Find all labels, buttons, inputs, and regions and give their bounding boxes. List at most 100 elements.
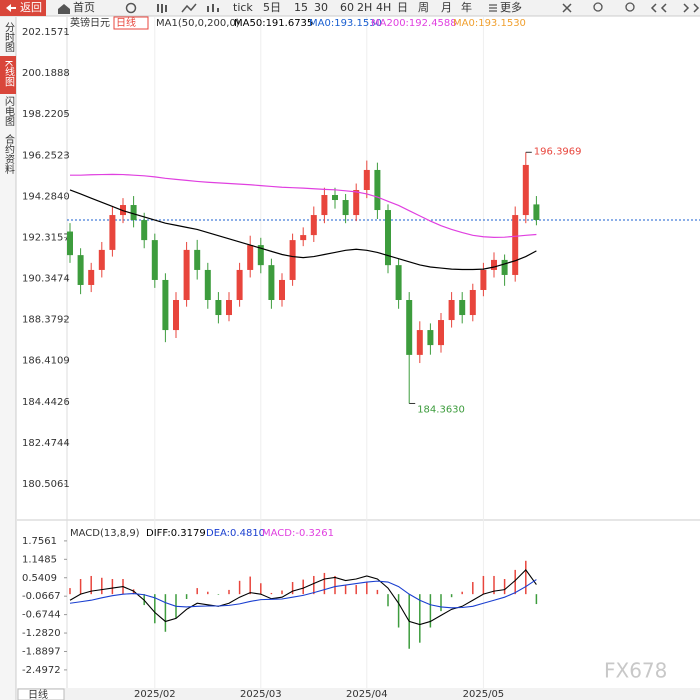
candle-body [300,235,307,241]
legend-label: 英镑日元 [70,16,110,29]
y-tick-label: 196.2523 [22,150,70,161]
y-tick-label: 184.4426 [22,397,70,408]
period-15[interactable]: 15 [294,1,308,14]
candle-body [162,279,169,331]
y-tick-label: 188.3792 [22,315,70,326]
candle-body [194,249,201,270]
extreme-label: 184.3630 [417,404,465,415]
back-label[interactable]: 返回 [20,1,42,14]
legend-label: MA200:192.4588 [371,18,457,29]
candle-body [279,279,285,301]
sidebar-tab[interactable]: 闪电图 [3,95,15,127]
candle-body [427,330,434,346]
right-icon[interactable] [683,3,700,13]
candle-body [374,169,381,211]
y-tick-label: -2.4972 [22,665,61,676]
y-tick-label: -1.8897 [22,646,61,657]
period-5d[interactable]: 5日 [263,1,281,14]
y-tick-label: 180.5061 [22,479,70,490]
refresh-icon[interactable] [125,2,137,14]
period-year[interactable]: 年 [461,0,472,14]
sidebar-active [0,56,16,94]
legend-label: 日线 [116,16,136,29]
legend-label: DIFF:0.3179 [146,528,206,539]
period-button[interactable] [17,688,65,700]
cross-icon[interactable] [562,3,572,13]
more-label[interactable]: 更多 [500,0,522,14]
candle-body [385,210,391,266]
y-tick-label: 1.7561 [22,536,57,547]
candle-body [363,169,370,190]
sidebar-tab[interactable]: 合约资料 [3,133,15,175]
candle-body [469,289,476,316]
candle-icon[interactable] [157,4,167,13]
candle-body [247,245,254,270]
toolbar [0,0,700,16]
period-day[interactable]: 日 [397,1,408,14]
zoom-in-icon[interactable] [625,2,635,12]
home-label[interactable]: 首页 [73,0,95,14]
candle-body [522,164,529,216]
candle-body [353,189,360,216]
y-tick-label: 192.3157 [22,232,70,243]
candle-body [268,265,275,301]
candle-body [98,249,105,270]
candle-body [533,204,540,220]
candle-body [88,269,95,285]
legend-label: MA0:193.1530 [453,18,526,29]
candle-body [226,300,232,316]
period-2h[interactable]: 2H [357,1,372,14]
candle-body [151,240,158,280]
line-icon[interactable] [181,3,197,13]
y-tick-label: -0.0667 [22,591,61,602]
period-30[interactable]: 30 [314,1,328,14]
more-icon [489,4,497,12]
candle-body [173,300,179,331]
period-month[interactable]: 月 [441,1,452,14]
candle-body [459,300,466,316]
ma-line [70,173,537,238]
y-tick-label: 198.2205 [22,109,70,120]
bottom-bar [17,688,700,700]
ma-line [69,189,537,271]
y-tick-label: 186.4109 [22,356,70,367]
back-icon [6,4,16,12]
candle-body [448,300,455,321]
candle-body [342,200,349,216]
period-week[interactable]: 周 [418,1,429,14]
y-tick-label: -0.6744 [22,610,61,621]
back-button[interactable] [0,0,46,16]
y-tick-label: 1.1485 [22,554,57,565]
sidebar-tab[interactable]: K线图 [3,60,15,87]
legend-label: DEA:0.4810 [206,528,265,539]
bar-icon[interactable] [207,4,219,12]
candle-body [77,255,84,285]
x-tick-label: 2025/04 [346,689,388,700]
candle-body [310,215,317,236]
home-icon [58,4,70,14]
candle-body [438,320,444,346]
period-60[interactable]: 60 [340,1,354,14]
candle-body [480,269,487,290]
candle-body [183,249,190,301]
left-icon[interactable] [650,3,667,13]
sidebar-tab[interactable]: 分时图 [3,22,15,53]
zoom-out-icon[interactable] [593,2,603,12]
candle-body [289,240,296,280]
legend-label: MA50:191.6735 [234,18,313,29]
macd-line [69,579,537,609]
period-tick[interactable]: tick [233,1,253,14]
x-tick-label: 2025/05 [463,689,505,700]
y-tick-label: -1.2820 [22,628,61,639]
candle-body [109,215,116,250]
period-button-label[interactable]: 日线 [28,688,48,700]
candle-body [236,269,243,301]
period-4h[interactable]: 4H [376,1,391,14]
legend-label: MA1(50,0,200,0) [156,18,240,29]
candle-body [332,195,338,201]
candle-body [321,195,328,216]
legend-box [113,16,149,30]
y-tick-label: 202.1571 [22,27,70,38]
candle-body [204,269,211,301]
